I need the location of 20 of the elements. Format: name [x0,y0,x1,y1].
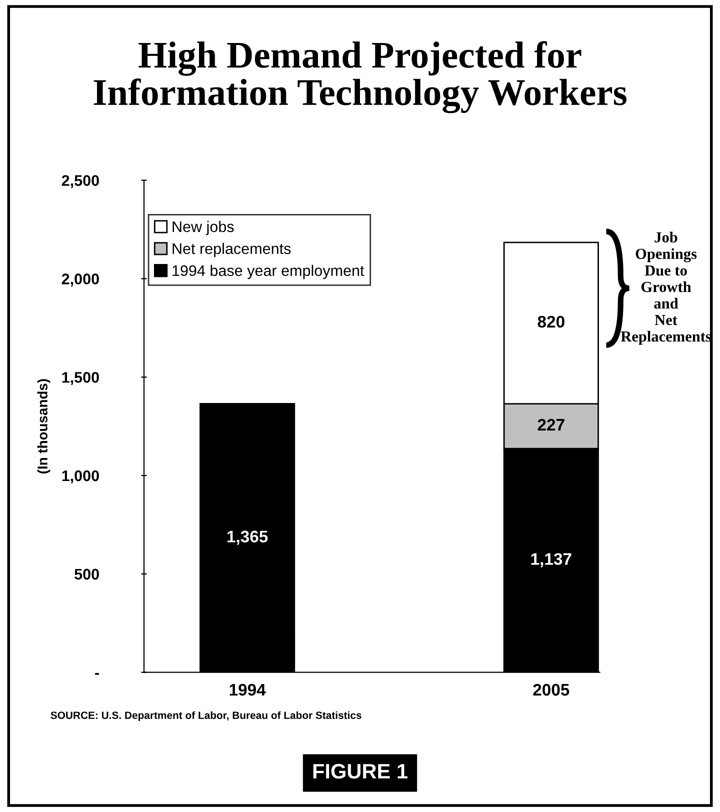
y-tick-label: 2,000 [62,274,99,287]
y-tick-label: 1,500 [62,372,99,385]
x-tick-label: 1994 [230,684,266,696]
y-tick-label: 500 [74,568,99,580]
y-tick-label: 2,500 [62,175,99,188]
y-tick-label: 1,000 [62,470,99,484]
y-tick-label: - [95,673,99,675]
source-note: SOURCE: U.S. Department of Labor, Bureau of Labor Statistics [50,711,362,722]
caption: FIGURE 1 [313,764,408,779]
text: Job Openings Due to Growth and Net Replacements [620,232,712,345]
data-label: 1,365 [228,530,268,545]
x-tick-label: 2005 [533,684,570,696]
y-axis-title: (In thousands) [37,379,50,474]
data-label: 227 [538,418,564,431]
legend-label: Net replacements [172,242,291,258]
legend-label: New jobs [172,220,234,236]
chart-title: High Demand Projected for Information Technology Workers [94,41,627,114]
data-label: 1,137 [531,553,572,568]
legend-label: 1994 base year employment [172,264,364,280]
data-label: 820 [538,316,564,328]
